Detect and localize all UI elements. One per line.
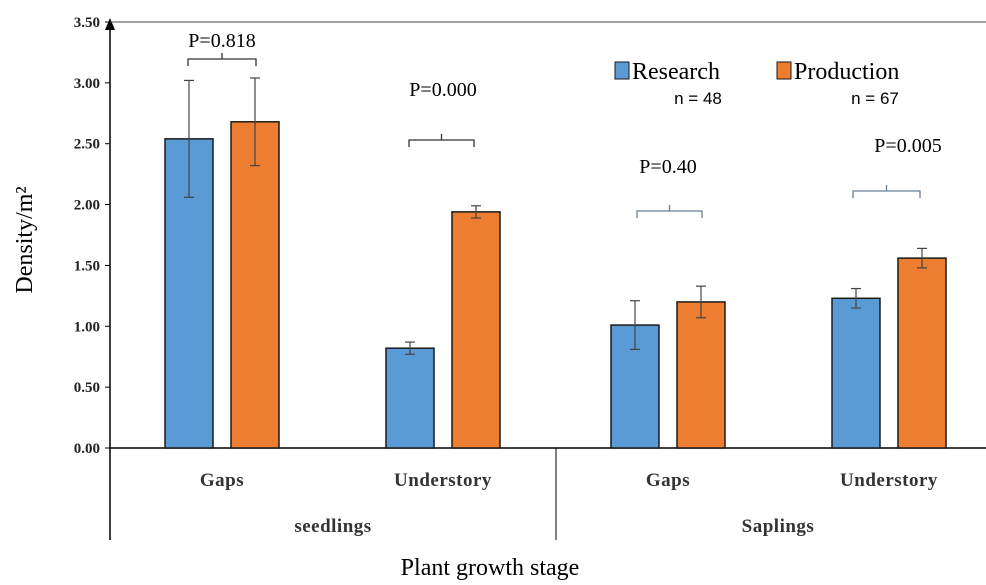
bar — [676, 301, 726, 449]
x-group-label: seedlings — [294, 516, 371, 537]
y-axis-arrow — [105, 18, 115, 30]
legend-sample-size: n = 67 — [851, 89, 899, 108]
significance-bracket — [636, 205, 703, 218]
y-tick-label: 0.50 — [74, 380, 100, 396]
significance-label: P=0.40 — [639, 156, 696, 178]
bar — [451, 211, 501, 449]
bar — [385, 347, 435, 449]
y-tick-label: 3.50 — [74, 15, 100, 31]
significance-label: P=0.005 — [874, 135, 941, 157]
legend-swatch — [776, 61, 792, 80]
x-category-label: Gaps — [200, 470, 244, 491]
significance-bracket — [187, 53, 257, 66]
legend-label: Research — [632, 59, 720, 85]
significance-label: P=0.000 — [409, 79, 476, 101]
bar — [897, 257, 947, 449]
y-tick-label: 1.00 — [74, 319, 100, 335]
legend-sample-size: n = 48 — [674, 89, 722, 108]
x-category-label: Understory — [394, 470, 492, 491]
legend-swatch — [614, 61, 630, 80]
y-tick-label: 2.50 — [74, 137, 100, 153]
x-category-label: Gaps — [646, 470, 690, 491]
bar — [831, 297, 881, 449]
y-axis-title: Density/m² — [12, 186, 38, 293]
significance-bracket — [408, 134, 475, 147]
legend-label: Production — [794, 59, 899, 85]
x-category-label: Understory — [840, 470, 938, 491]
bar — [230, 121, 280, 449]
significance-label: P=0.818 — [188, 30, 255, 52]
x-group-label: Saplings — [742, 516, 815, 537]
y-tick-label: 3.00 — [74, 76, 100, 92]
y-tick-label: 2.00 — [74, 198, 100, 214]
significance-bracket — [852, 185, 921, 198]
y-tick-label: 0.00 — [74, 441, 100, 457]
x-axis-title: Plant growth stage — [401, 555, 580, 581]
y-tick-label: 1.50 — [74, 258, 100, 274]
